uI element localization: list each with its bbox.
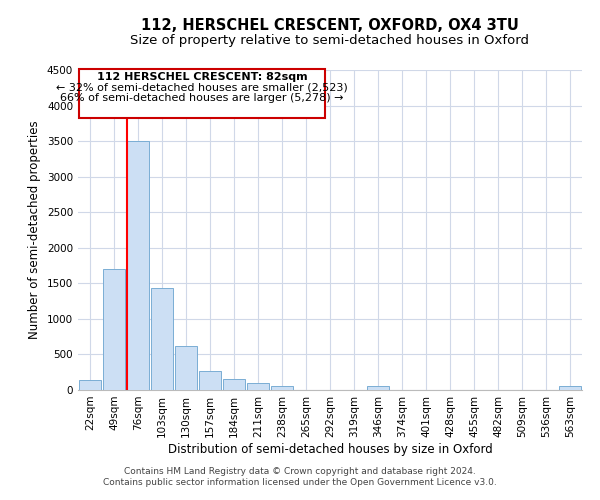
Bar <box>175 346 197 390</box>
FancyBboxPatch shape <box>79 68 325 118</box>
Bar <box>271 386 293 390</box>
Bar <box>79 380 101 390</box>
Text: 112, HERSCHEL CRESCENT, OXFORD, OX4 3TU: 112, HERSCHEL CRESCENT, OXFORD, OX4 3TU <box>141 18 519 32</box>
Bar <box>223 378 245 390</box>
Y-axis label: Number of semi-detached properties: Number of semi-detached properties <box>28 120 41 340</box>
X-axis label: Distribution of semi-detached houses by size in Oxford: Distribution of semi-detached houses by … <box>167 442 493 456</box>
Text: Size of property relative to semi-detached houses in Oxford: Size of property relative to semi-detach… <box>131 34 530 47</box>
Bar <box>367 386 389 390</box>
Bar <box>151 288 173 390</box>
Bar <box>559 386 581 390</box>
Bar <box>127 141 149 390</box>
Text: ← 32% of semi-detached houses are smaller (2,523): ← 32% of semi-detached houses are smalle… <box>56 83 348 93</box>
Text: Contains public sector information licensed under the Open Government Licence v3: Contains public sector information licen… <box>103 478 497 487</box>
Bar <box>247 383 269 390</box>
Bar <box>103 269 125 390</box>
Text: 112 HERSCHEL CRESCENT: 82sqm: 112 HERSCHEL CRESCENT: 82sqm <box>97 72 308 82</box>
Bar <box>199 371 221 390</box>
Text: 66% of semi-detached houses are larger (5,278) →: 66% of semi-detached houses are larger (… <box>61 94 344 104</box>
Text: Contains HM Land Registry data © Crown copyright and database right 2024.: Contains HM Land Registry data © Crown c… <box>124 467 476 476</box>
